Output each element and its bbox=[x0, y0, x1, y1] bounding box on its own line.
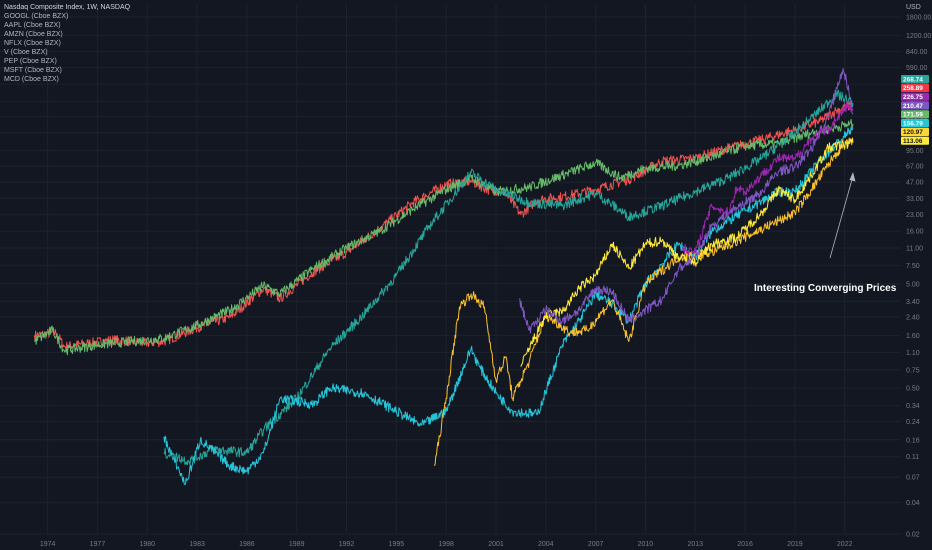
y-tick-label: 590.00 bbox=[906, 65, 928, 72]
price-label-box bbox=[901, 75, 929, 84]
y-tick-label: 5.00 bbox=[906, 281, 920, 288]
price-label-box bbox=[901, 119, 929, 128]
x-tick-label: 2004 bbox=[538, 541, 554, 548]
price-label: 156.79 bbox=[903, 120, 923, 127]
series-line bbox=[33, 101, 854, 352]
x-tick-label: 2010 bbox=[638, 541, 654, 548]
price-label: 210.47 bbox=[903, 103, 923, 110]
x-tick-label: 2016 bbox=[737, 541, 753, 548]
y-tick-label: 11.00 bbox=[906, 246, 923, 253]
x-tick-label: 1974 bbox=[40, 541, 56, 548]
x-tick-label: 1992 bbox=[339, 541, 355, 548]
y-tick-label: 23.00 bbox=[906, 212, 924, 219]
y-tick-label: 1800.00 bbox=[906, 15, 931, 22]
y-tick-label: 0.11 bbox=[906, 454, 919, 461]
series-line bbox=[519, 67, 854, 334]
x-tick-label: 2007 bbox=[588, 541, 604, 548]
currency-label: USD bbox=[906, 4, 921, 11]
series-line bbox=[434, 137, 854, 466]
annotation-text: Interesting Converging Prices bbox=[754, 283, 897, 294]
price-label-box bbox=[901, 127, 929, 136]
y-tick-label: 67.00 bbox=[906, 164, 924, 171]
x-tick-label: 1980 bbox=[139, 541, 155, 548]
legend-entry[interactable]: V (Cboe BZX) bbox=[4, 49, 48, 56]
x-tick-label: 2019 bbox=[787, 541, 803, 548]
legend-entry[interactable]: AAPL (Cboe BZX) bbox=[4, 22, 61, 29]
y-tick-label: 1.60 bbox=[906, 333, 920, 340]
price-label: 268.74 bbox=[903, 76, 923, 83]
series-line bbox=[163, 126, 854, 485]
price-label: 258.89 bbox=[903, 85, 923, 92]
x-tick-label: 2013 bbox=[687, 541, 703, 548]
legend-entry[interactable]: MSFT (Cboe BZX) bbox=[4, 67, 62, 74]
y-tick-label: 0.34 bbox=[906, 403, 920, 410]
x-tick-label: 1989 bbox=[289, 541, 305, 548]
legend-entry[interactable]: GOOGL (Cboe BZX) bbox=[4, 13, 69, 20]
price-label: 120.97 bbox=[903, 129, 923, 136]
x-tick-label: 1995 bbox=[389, 541, 405, 548]
x-tick-label: 1983 bbox=[189, 541, 205, 548]
legend-entry[interactable]: MCD (Cboe BZX) bbox=[4, 76, 59, 83]
y-tick-label: 840.00 bbox=[906, 49, 928, 56]
y-tick-label: 0.07 bbox=[906, 475, 920, 482]
chart-title: Nasdaq Composite Index, 1W, NASDAQ bbox=[4, 4, 131, 11]
y-tick-label: 2.40 bbox=[906, 315, 920, 322]
x-tick-label: 1986 bbox=[239, 541, 255, 548]
annotation-arrow bbox=[829, 175, 854, 259]
y-tick-label: 1200.00 bbox=[906, 33, 931, 40]
price-label-box bbox=[901, 101, 929, 110]
y-tick-label: 16.00 bbox=[906, 229, 924, 236]
y-tick-label: 1.10 bbox=[906, 350, 920, 357]
y-tick-label: 3.40 bbox=[906, 299, 920, 306]
chart-legend: Nasdaq Composite Index, 1W, NASDAQ GOOGL… bbox=[4, 3, 130, 84]
y-tick-label: 33.00 bbox=[906, 196, 924, 203]
annotation-arrowhead bbox=[849, 172, 856, 182]
y-tick-label: 95.00 bbox=[906, 148, 924, 155]
price-label-box bbox=[901, 110, 929, 119]
legend-entry[interactable]: PEP (Cboe BZX) bbox=[4, 58, 57, 65]
price-label: 171.59 bbox=[903, 112, 923, 119]
y-tick-label: 0.75 bbox=[906, 367, 920, 374]
x-tick-label: 2001 bbox=[488, 541, 504, 548]
y-tick-label: 0.50 bbox=[906, 386, 920, 393]
x-tick-label: 1977 bbox=[90, 541, 106, 548]
y-tick-label: 0.24 bbox=[906, 419, 920, 426]
x-tick-label: 1998 bbox=[438, 541, 454, 548]
price-label: 113.06 bbox=[903, 138, 923, 145]
y-tick-label: 7.50 bbox=[906, 263, 920, 270]
y-tick-label: 47.00 bbox=[906, 180, 924, 187]
series-line bbox=[33, 118, 854, 356]
y-tick-label: 0.04 bbox=[906, 500, 920, 507]
legend-entry[interactable]: NFLX (Cboe BZX) bbox=[4, 40, 61, 47]
series-line bbox=[681, 101, 854, 256]
price-label-box bbox=[901, 83, 929, 92]
y-tick-label: 0.02 bbox=[906, 532, 920, 539]
price-label: 226.75 bbox=[903, 94, 923, 101]
series-line bbox=[163, 89, 854, 466]
price-label-box bbox=[901, 136, 929, 145]
y-tick-label: 0.16 bbox=[906, 437, 920, 444]
x-tick-label: 2022 bbox=[837, 541, 853, 548]
legend-entry[interactable]: AMZN (Cboe BZX) bbox=[4, 31, 63, 38]
price-label-box bbox=[901, 92, 929, 101]
